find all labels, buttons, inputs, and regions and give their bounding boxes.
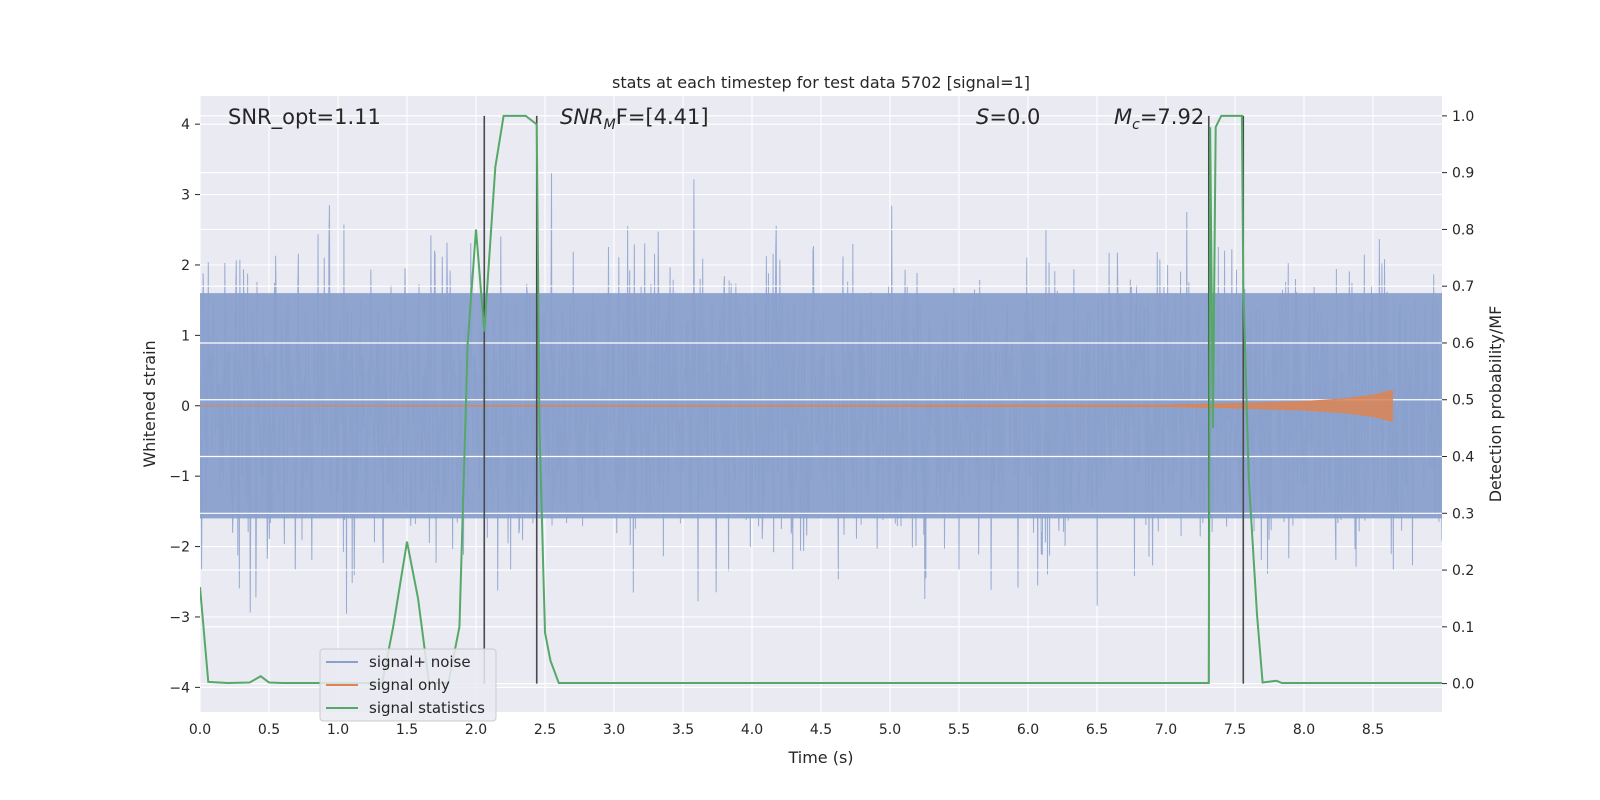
x-tick-label: 2.5 [534, 722, 556, 738]
y2-tick-label: 0.1 [1452, 620, 1474, 636]
annotation-mc-main: M [1114, 105, 1132, 129]
series-signal-statistics [200, 114, 1442, 685]
annotation-s-main: S [976, 105, 989, 129]
x-tick-label: 6.0 [1017, 722, 1039, 738]
annotation-snr-opt: SNR_opt=1.11 [228, 105, 381, 130]
y2-tick-label: 0.0 [1452, 677, 1474, 693]
y-axis-label: Whitened strain [140, 340, 159, 467]
x-tick-label: 6.5 [1086, 722, 1108, 738]
x-tick-label: 7.0 [1155, 722, 1177, 738]
tick-labels: 0.0 0.5 1.0 1.5 2.0 2.5 3.0 3.5 4.0 4.5 5.0 5.5 6.0 6… [169, 109, 1474, 738]
y-tick-label: 4 [181, 117, 190, 133]
x-tick-label: 3.0 [603, 722, 625, 738]
legend-label-stats: signal statistics [369, 699, 485, 717]
legend-box [319, 648, 497, 722]
annotation-snr-mf-main: SNR [560, 105, 604, 129]
y2-tick-label: 0.5 [1452, 393, 1474, 409]
annotation-snr-mf: SNRMF=[4.41] [560, 105, 709, 133]
x-tick-label: 3.5 [672, 722, 694, 738]
annotation-mc-sub: c [1132, 117, 1140, 133]
y2-tick-label: 0.6 [1452, 336, 1474, 352]
x-tick-label: 4.5 [810, 722, 832, 738]
y-tick-label: 1 [181, 328, 190, 344]
x-tick-label: 8.5 [1362, 722, 1384, 738]
x-tick-label: 1.0 [327, 722, 349, 738]
annotation-snr-mf-tail: F=[4.41] [616, 105, 709, 129]
y-tick-label: −3 [169, 610, 190, 626]
annotation-mc: Mc=7.92 [1114, 105, 1204, 133]
annotation-s-tail: =0.0 [989, 105, 1040, 129]
x-tick-label: 4.0 [741, 722, 763, 738]
y2-tick-label: 0.8 [1452, 222, 1474, 238]
y-tick-label: −2 [169, 540, 190, 556]
y-tick-label: 0 [181, 399, 190, 415]
legend-label-noise: signal+ noise [369, 653, 471, 671]
x-tick-label: 5.5 [948, 722, 970, 738]
y-tick-label: −4 [169, 680, 190, 696]
x-tick-label: 0.0 [189, 722, 211, 738]
annotation-s: S=0.0 [976, 105, 1040, 129]
y-tick-label: −1 [169, 469, 190, 485]
y-tick-label: 2 [181, 258, 190, 274]
y2-tick-label: 1.0 [1452, 109, 1474, 125]
x-tick-label: 0.5 [258, 722, 280, 738]
x-tick-label: 7.5 [1224, 722, 1246, 738]
legend: signal+ noise signal only signal statist… [319, 648, 497, 722]
stats-line [200, 114, 1442, 685]
x-axis-label: Time (s) [787, 748, 853, 767]
annotation-mc-tail: =7.92 [1140, 105, 1204, 129]
y2-tick-label: 0.7 [1452, 279, 1474, 295]
y2-tick-label: 0.3 [1452, 506, 1474, 522]
x-tick-label: 1.5 [396, 722, 418, 738]
chart-title: stats at each timestep for test data 570… [612, 73, 1030, 92]
annotation-snr-mf-sub: M [604, 117, 616, 133]
x-tick-label: 8.0 [1293, 722, 1315, 738]
y2-tick-label: 0.9 [1452, 166, 1474, 182]
y2-tick-label: 0.4 [1452, 450, 1474, 466]
x-tick-label: 2.0 [465, 722, 487, 738]
legend-label-signal: signal only [369, 676, 450, 694]
y-tick-label: 3 [181, 188, 190, 204]
y2-axis-label: Detection probability/MF [1486, 306, 1505, 503]
x-tick-label: 5.0 [879, 722, 901, 738]
y2-tick-label: 0.2 [1452, 563, 1474, 579]
